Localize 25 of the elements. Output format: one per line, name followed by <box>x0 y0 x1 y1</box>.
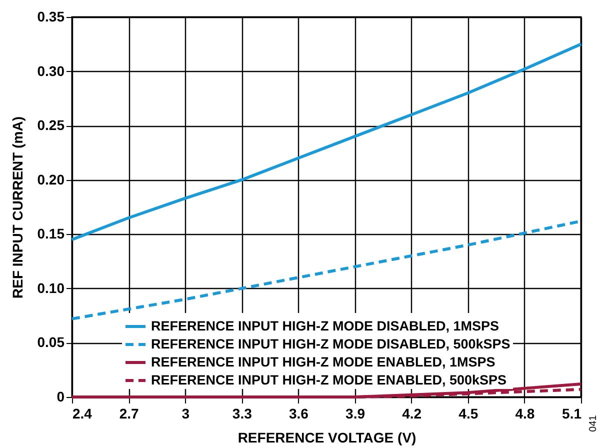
x-tick-label: 3 <box>182 406 190 422</box>
x-axis-title: REFERENCE VOLTAGE (V) <box>238 430 416 446</box>
x-tick-label: 3.9 <box>346 406 366 422</box>
x-tick-label: 5.1 <box>562 406 582 422</box>
y-tick-label: 0 <box>56 388 65 404</box>
y-tick-label: 0.25 <box>37 117 65 134</box>
y-tick-label: 0.15 <box>37 226 65 242</box>
figure-code: 041 <box>588 415 600 432</box>
legend-label: REFERENCE INPUT HIGH-Z MODE DISABLED, 500kSPS <box>151 336 510 352</box>
y-tick-label: 0.20 <box>37 171 65 188</box>
x-tick-label: 3.6 <box>288 406 309 422</box>
legend-label: REFERENCE INPUT HIGH-Z MODE ENABLED, 1MSPS <box>151 354 496 370</box>
legend-label: REFERENCE INPUT HIGH-Z MODE DISABLED, 1MSPS <box>151 318 500 334</box>
y-tick-label: 0.30 <box>37 62 65 79</box>
y-tick-label: 0.05 <box>37 334 65 350</box>
y-tick-label: 0.35 <box>37 8 65 24</box>
legend-label: REFERENCE INPUT HIGH-Z MODE ENABLED, 500kSPS <box>151 372 507 388</box>
x-tick-label: 4.5 <box>458 406 478 422</box>
x-tick-label: 4.8 <box>515 406 535 422</box>
y-tick-label: 0.10 <box>37 280 65 296</box>
x-tick-label: 2.7 <box>119 406 139 422</box>
y-axis-title: REF INPUT CURRENT (mA) <box>9 116 26 298</box>
x-tick-label: 2.4 <box>72 406 92 422</box>
x-tick-label: 3.3 <box>232 406 252 422</box>
x-tick-label: 4.2 <box>402 406 422 422</box>
